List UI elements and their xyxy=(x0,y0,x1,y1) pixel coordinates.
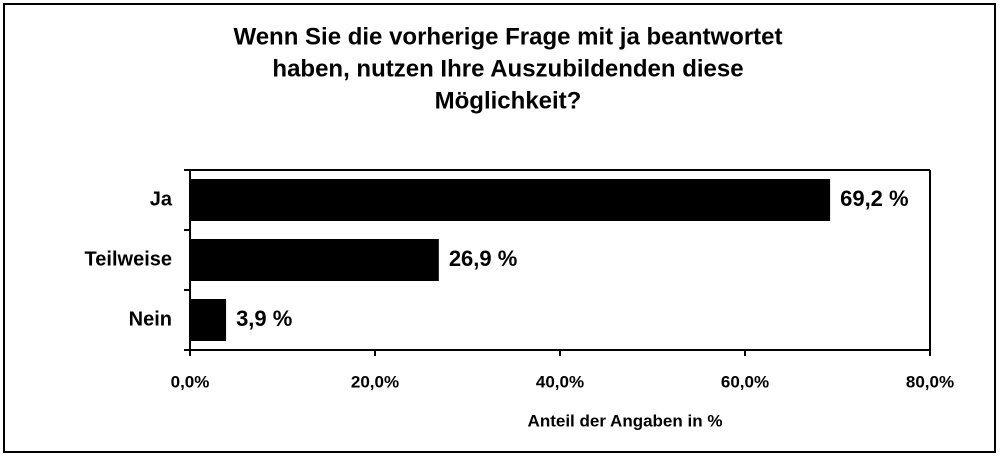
x-axis-label: Anteil der Angaben in % xyxy=(528,411,723,430)
y-tick-label: Ja xyxy=(150,188,173,210)
y-tick-label: Nein xyxy=(129,308,172,330)
y-tick-label: Teilweise xyxy=(85,248,172,270)
x-tick-label: 40,0% xyxy=(536,372,584,391)
x-tick-label: 0,0% xyxy=(171,372,210,391)
chart-title: haben, nutzen Ihre Auszubildenden diese xyxy=(272,55,743,82)
chart-title: Wenn Sie die vorherige Frage mit ja bean… xyxy=(233,23,782,50)
x-tick-label: 20,0% xyxy=(351,372,399,391)
chart-title: Möglichkeit? xyxy=(435,87,582,114)
bar xyxy=(190,299,227,341)
value-label: 3,9 % xyxy=(236,306,292,331)
bar xyxy=(190,179,831,221)
frame xyxy=(3,3,996,453)
value-label: 69,2 % xyxy=(840,186,909,211)
x-tick-label: 60,0% xyxy=(721,372,769,391)
bar xyxy=(190,239,439,281)
x-tick-label: 80,0% xyxy=(906,372,954,391)
value-label: 26,9 % xyxy=(449,246,518,271)
